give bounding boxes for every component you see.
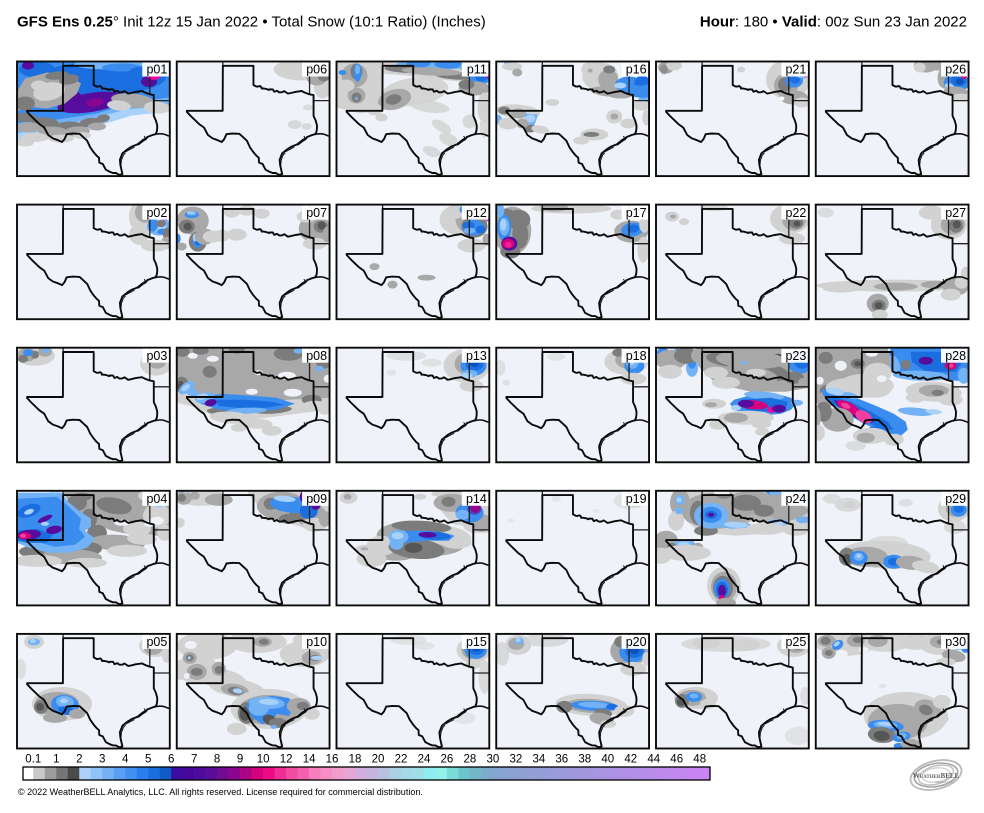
svg-text:p22: p22 <box>785 206 806 220</box>
svg-text:38: 38 <box>578 754 591 766</box>
svg-text:p20: p20 <box>626 635 647 649</box>
svg-text:p23: p23 <box>785 349 806 363</box>
svg-text:7: 7 <box>191 754 197 766</box>
svg-text:22: 22 <box>395 754 408 766</box>
svg-text:8: 8 <box>214 754 220 766</box>
svg-text:p01: p01 <box>146 63 167 77</box>
svg-text:p28: p28 <box>945 349 966 363</box>
svg-text:44: 44 <box>647 754 660 766</box>
svg-text:p11: p11 <box>467 63 487 77</box>
svg-text:p13: p13 <box>466 349 487 363</box>
svg-text:p18: p18 <box>626 349 647 363</box>
svg-text:9: 9 <box>237 754 243 766</box>
svg-text:32: 32 <box>510 754 523 766</box>
svg-text:p17: p17 <box>626 206 647 220</box>
svg-text:5: 5 <box>145 754 151 766</box>
svg-text:p15: p15 <box>466 635 487 649</box>
svg-text:18: 18 <box>349 754 362 766</box>
svg-text:Analytics LLC: Analytics LLC <box>935 780 953 784</box>
svg-text:48: 48 <box>693 754 706 766</box>
svg-text:p30: p30 <box>945 635 966 649</box>
svg-text:p24: p24 <box>785 492 806 506</box>
svg-text:p26: p26 <box>945 63 966 77</box>
svg-text:30: 30 <box>487 754 500 766</box>
svg-text:26: 26 <box>441 754 454 766</box>
svg-text:36: 36 <box>555 754 568 766</box>
svg-text:© 2022 WeatherBELL Analytics,: © 2022 WeatherBELL Analytics, LLC. All r… <box>18 787 423 797</box>
svg-text:p12: p12 <box>466 206 487 220</box>
svg-text:12: 12 <box>280 754 293 766</box>
svg-text:34: 34 <box>533 754 546 766</box>
svg-text:6: 6 <box>168 754 174 766</box>
svg-text:p10: p10 <box>306 635 327 649</box>
svg-text:p16: p16 <box>626 63 647 77</box>
svg-text:10: 10 <box>257 754 270 766</box>
svg-text:p25: p25 <box>785 635 806 649</box>
svg-text:p19: p19 <box>626 492 647 506</box>
svg-text:1: 1 <box>53 754 59 766</box>
svg-text:p29: p29 <box>945 492 966 506</box>
svg-text:Hour: 180 • Valid: 00z Sun 23: Hour: 180 • Valid: 00z Sun 23 Jan 2022 <box>700 14 967 31</box>
svg-text:40: 40 <box>601 754 614 766</box>
svg-text:46: 46 <box>670 754 683 766</box>
svg-text:p09: p09 <box>306 492 327 506</box>
svg-text:14: 14 <box>303 754 316 766</box>
svg-text:p08: p08 <box>306 349 327 363</box>
svg-text:p05: p05 <box>146 635 167 649</box>
svg-text:WEATHERBELL: WEATHERBELL <box>913 772 960 780</box>
svg-text:3: 3 <box>99 754 105 766</box>
svg-text:28: 28 <box>464 754 477 766</box>
svg-text:16: 16 <box>326 754 339 766</box>
svg-text:p27: p27 <box>945 206 966 220</box>
svg-text:p14: p14 <box>466 492 487 506</box>
svg-text:2: 2 <box>76 754 82 766</box>
svg-text:p02: p02 <box>146 206 167 220</box>
svg-text:42: 42 <box>624 754 637 766</box>
svg-text:20: 20 <box>372 754 385 766</box>
svg-text:p06: p06 <box>306 63 327 77</box>
svg-text:p07: p07 <box>306 206 327 220</box>
svg-text:GFS Ens 0.25° Init 12z 15 Jan: GFS Ens 0.25° Init 12z 15 Jan 2022 • Tot… <box>17 14 486 31</box>
svg-text:24: 24 <box>418 754 431 766</box>
svg-text:p03: p03 <box>146 349 167 363</box>
svg-text:p04: p04 <box>146 492 167 506</box>
svg-text:p21: p21 <box>785 63 806 77</box>
svg-text:0.1: 0.1 <box>25 754 41 766</box>
svg-text:4: 4 <box>122 754 129 766</box>
